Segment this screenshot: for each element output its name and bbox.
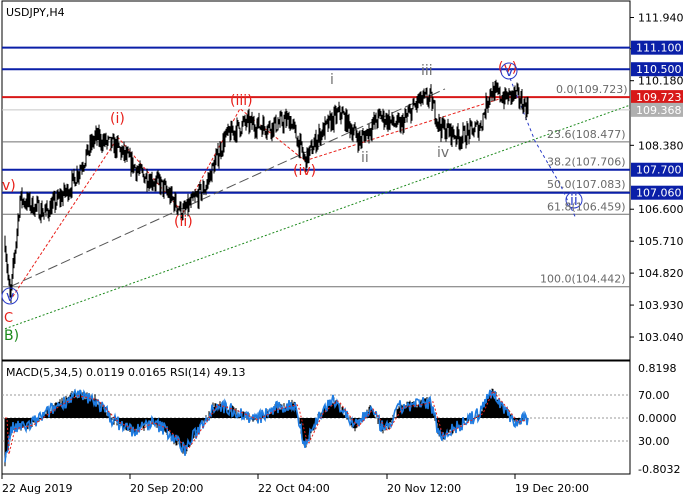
level-tag-label: 107.700 [636,164,682,177]
price-tick: 105.710 [638,235,684,248]
wave-label: v [505,64,513,80]
wave-label: (iii) [230,93,253,109]
level-tag [631,40,683,55]
forecast-path [509,78,576,217]
rsi-line [4,388,529,463]
fib-label: 23.6(108.477) [547,128,626,141]
wave-circle [1,287,19,305]
price-tick: 110.180 [638,75,684,88]
fibonacci-labels: 0.0(109.723) 23.6(108.477) 38.2(107.706) 50… [540,83,628,286]
time-tick: 20 Sep 20:00 [130,482,203,495]
level-tag [631,62,683,77]
indicator-tick: -0.8032 [638,463,680,476]
level-tag-label: 109.723 [636,91,682,104]
indicator-tick: 30.00 [638,435,670,448]
wave-label: v) [2,178,16,194]
symbol-label: USDJPY,H4 [6,6,65,19]
price-tick: 103.040 [638,331,684,344]
macd-signal-line [5,390,528,455]
wave-label: v [6,289,14,305]
wave-label: ii [570,193,578,209]
fib-label: 38.2(107.706) [547,156,626,169]
level-tag [631,90,683,105]
price-tick: 106.600 [638,203,684,216]
price-tick: 104.820 [638,267,684,280]
indicator-tick: 0.0000 [638,412,677,425]
level-tag-label: 107.060 [636,187,682,200]
fib-label: 100.0(104.442) [540,273,626,286]
time-axis: 22 Aug 2019 20 Sep 20:00 22 Oct 04:00 20 No… [1,474,589,495]
wave-label: i [330,72,334,88]
price-series [4,79,529,303]
wave-label: (i) [110,111,125,127]
wave-label: (iv) [293,163,316,179]
fib-label: 50.0(107.083) [547,178,626,191]
fib-label: 61.8(106.459) [547,200,626,213]
current-price-label: 109.368 [636,104,682,117]
support-line [4,104,631,330]
wave-circle [565,191,583,209]
current-price-tag [631,102,683,117]
indicator-tick: 70.00 [638,389,670,402]
wave-label: (ii) [174,214,193,230]
wave-label: C [4,311,13,326]
time-tick: 22 Oct 04:00 [258,482,330,495]
price-axis[interactable]: 111.940111.070110.180108.380106.600105.7… [630,12,684,345]
fib-label: 0.0(109.723) [556,83,628,96]
price-tick: 103.930 [638,299,684,312]
level-tag-label: 111.100 [636,42,682,55]
macd-panel: 0.8198 70.00 0.0000 30.00 -0.8032 [2,362,680,476]
time-tick: 19 Dec 20:00 [515,482,589,495]
level-tag [631,185,683,200]
time-tick: 22 Aug 2019 [2,482,72,495]
price-bars [4,79,529,303]
price-tick: 108.380 [638,139,684,152]
time-tick: 20 Nov 12:00 [387,482,461,495]
wave-label: B) [4,328,19,344]
indicator-label: MACD(5,34,5) 0.0119 0.0165 RSI(14) 49.13 [6,366,245,379]
wave-circle [500,62,518,80]
price-tick: 111.940 [638,12,684,25]
indicator-tick: 0.8198 [638,362,677,375]
level-tag [631,162,683,177]
wave-label: iii [421,63,433,79]
level-tag-label: 110.500 [636,63,682,76]
wave-label: iv [437,145,449,161]
wave-label: ii [361,150,369,166]
